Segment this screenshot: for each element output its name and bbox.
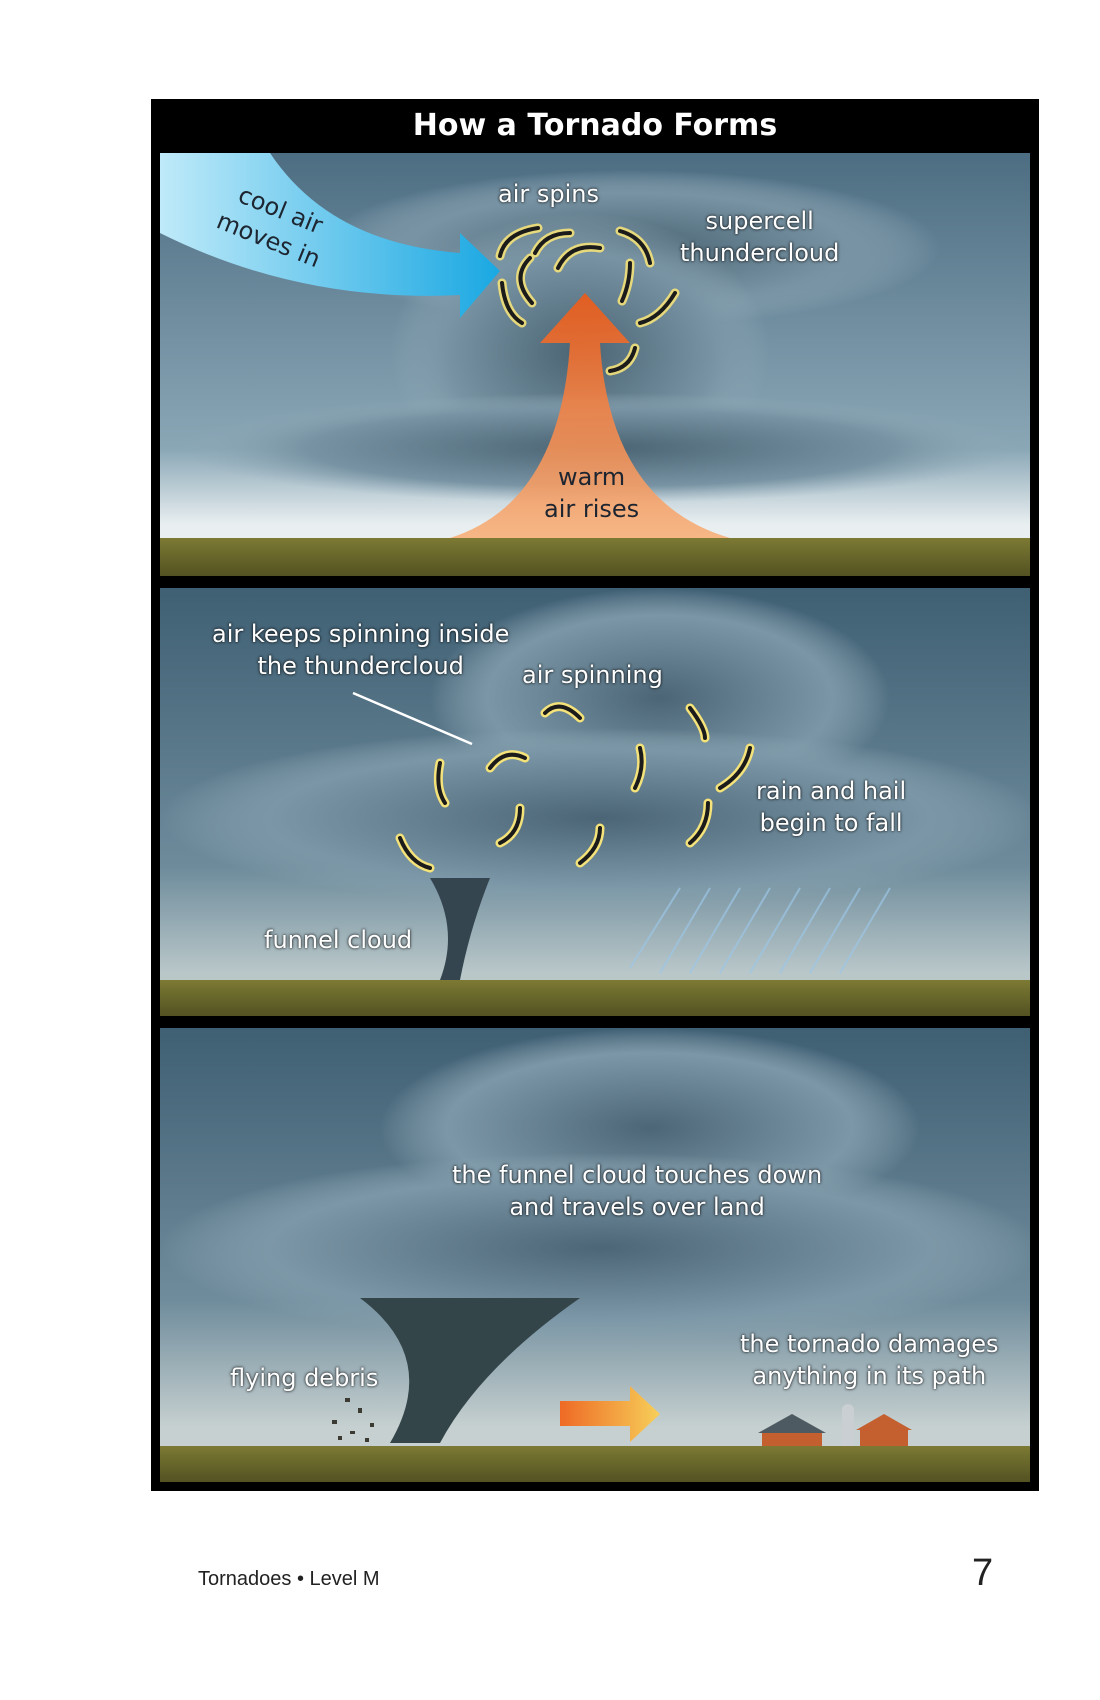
tornado-damages-label: the tornado damages anything in its path — [740, 1328, 999, 1392]
page-number: 7 — [972, 1552, 994, 1594]
supercell-label: supercell thundercloud — [680, 205, 839, 269]
air-keeps-spinning-label: air keeps spinning inside the thunderclo… — [212, 618, 509, 682]
supercell-line1: supercell — [705, 207, 814, 235]
funnel-cloud-label: funnel cloud — [264, 926, 413, 954]
air-keeps-line2: the thundercloud — [257, 652, 464, 680]
diagram-title: How a Tornado Forms — [412, 108, 778, 143]
air-spins-label: air spins — [498, 180, 599, 208]
panel3-illustration — [160, 1028, 1030, 1482]
footer-book-title: Tornadoes • Level M — [198, 1568, 380, 1590]
panel1-illustration — [160, 153, 1030, 576]
warm-air-line2: air rises — [544, 495, 640, 523]
panel-air-spins: cool air moves in air spins supercell th… — [160, 153, 1030, 576]
supercell-line2: thundercloud — [680, 239, 840, 267]
damages-line1: the tornado damages — [740, 1330, 999, 1358]
air-keeps-line1: air keeps spinning inside — [212, 620, 510, 648]
rain-hail-label: rain and hail begin to fall — [756, 775, 906, 839]
touches-down-label: the funnel cloud touches down and travel… — [452, 1159, 822, 1223]
warm-air-line1: warm — [558, 463, 626, 491]
touches-down-line2: and travels over land — [509, 1193, 765, 1221]
panel2-illustration — [160, 588, 1030, 1016]
panel-touch-down: the funnel cloud touches down and travel… — [160, 1028, 1030, 1482]
damages-line2: anything in its path — [752, 1362, 987, 1390]
touches-down-line1: the funnel cloud touches down — [452, 1161, 823, 1189]
air-spinning-label: air spinning — [522, 661, 663, 689]
warm-air-label: warm air rises — [544, 461, 639, 525]
rain-hail-line1: rain and hail — [756, 777, 907, 805]
flying-debris-label: flying debris — [230, 1364, 379, 1392]
panel-funnel-cloud: air keeps spinning inside the thunderclo… — [160, 588, 1030, 1016]
rain-hail-line2: begin to fall — [759, 809, 903, 837]
